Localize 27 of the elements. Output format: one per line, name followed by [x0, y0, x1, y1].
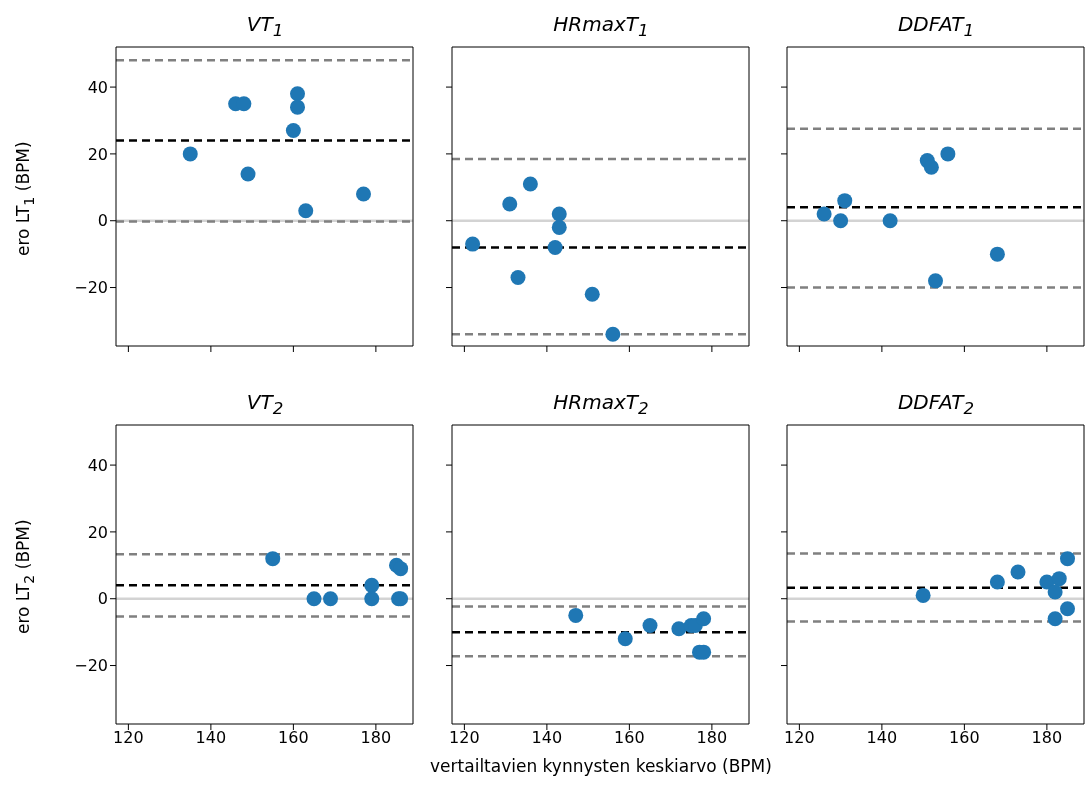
y-tick-label: 40 [87, 77, 108, 97]
x-tick-label: 140 [195, 728, 227, 748]
chart-title: DDFAT$_{2}$ [896, 390, 976, 418]
x-tick-label: 140 [531, 728, 563, 748]
x-tick-label: 160 [278, 728, 309, 748]
x-tick-label: 160 [614, 728, 645, 748]
chart-title: VT$_{1}$ [245, 12, 285, 40]
y-tick-label: 20 [87, 144, 108, 164]
chart-title: HRmaxT$_{2}$ [552, 390, 650, 418]
chart-title: HRmaxT$_{1}$ [552, 12, 650, 40]
chart-title: VT$_{2}$ [245, 390, 285, 418]
y-tick-label: 0 [97, 589, 108, 609]
x-tick-label: 140 [866, 728, 898, 748]
x-tick-label: 180 [696, 728, 728, 748]
chart-title: DDFAT$_{1}$ [896, 12, 976, 40]
y-tick-label: 0 [97, 211, 108, 231]
x-tick-label: 120 [784, 728, 815, 748]
x-tick-label: 120 [113, 728, 144, 748]
x-tick-label: 180 [1031, 728, 1063, 748]
y-tick-label: 20 [87, 522, 108, 542]
y-tick-label: −20 [74, 278, 108, 298]
x-tick-label: 120 [449, 728, 480, 748]
y-tick-label: −20 [74, 656, 108, 676]
y-tick-label: 40 [87, 455, 108, 475]
x-tick-label: 180 [360, 728, 392, 748]
x-tick-label: 160 [949, 728, 980, 748]
x-axis-title: vertailtavien kynnysten keskiarvo (BPM) [429, 756, 773, 776]
